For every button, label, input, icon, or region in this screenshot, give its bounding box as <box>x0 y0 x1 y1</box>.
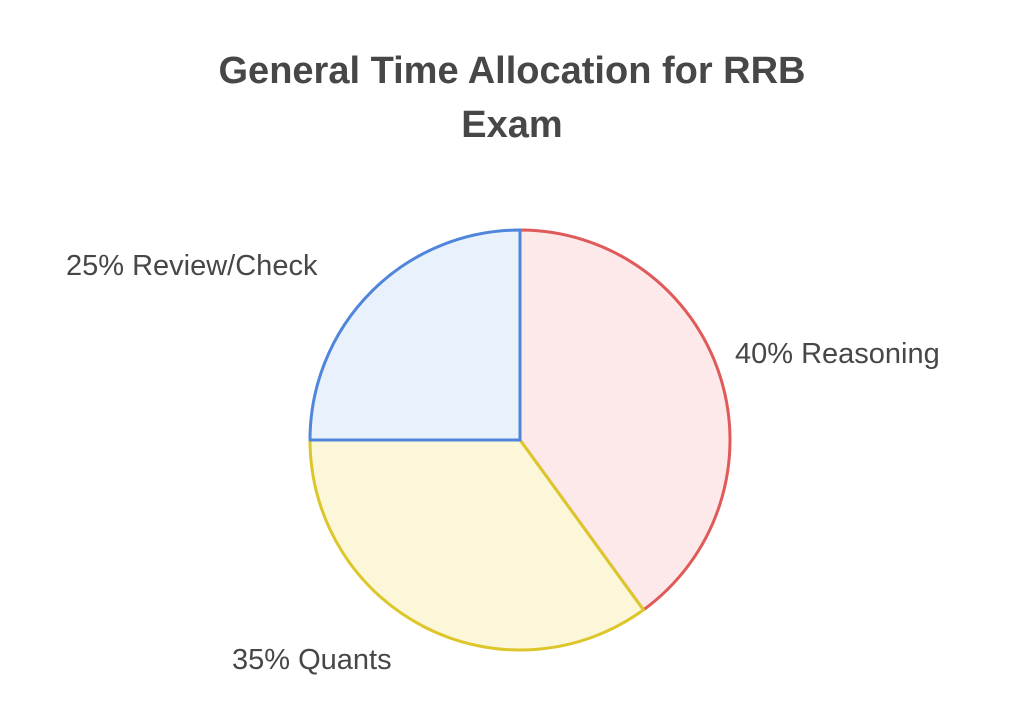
chart-title: General Time Allocation for RRB Exam <box>0 44 1024 152</box>
pie-slice-2 <box>308 438 645 652</box>
pie-slice-label-3: 25% Review/Check <box>66 250 318 282</box>
pie-slice-label-2: 35% Quants <box>232 644 392 676</box>
pie-slice-1 <box>518 228 732 612</box>
pie-slices <box>308 228 732 652</box>
pie-slice-label-1: 40% Reasoning <box>735 338 940 370</box>
chart-title-line-2: Exam <box>461 104 563 146</box>
pie-slice-3 <box>308 228 522 442</box>
chart-title-line-1: General Time Allocation for RRB <box>218 50 806 92</box>
pie-labels: 40% Reasoning 35% Quants 25% Review/Check <box>66 250 940 676</box>
